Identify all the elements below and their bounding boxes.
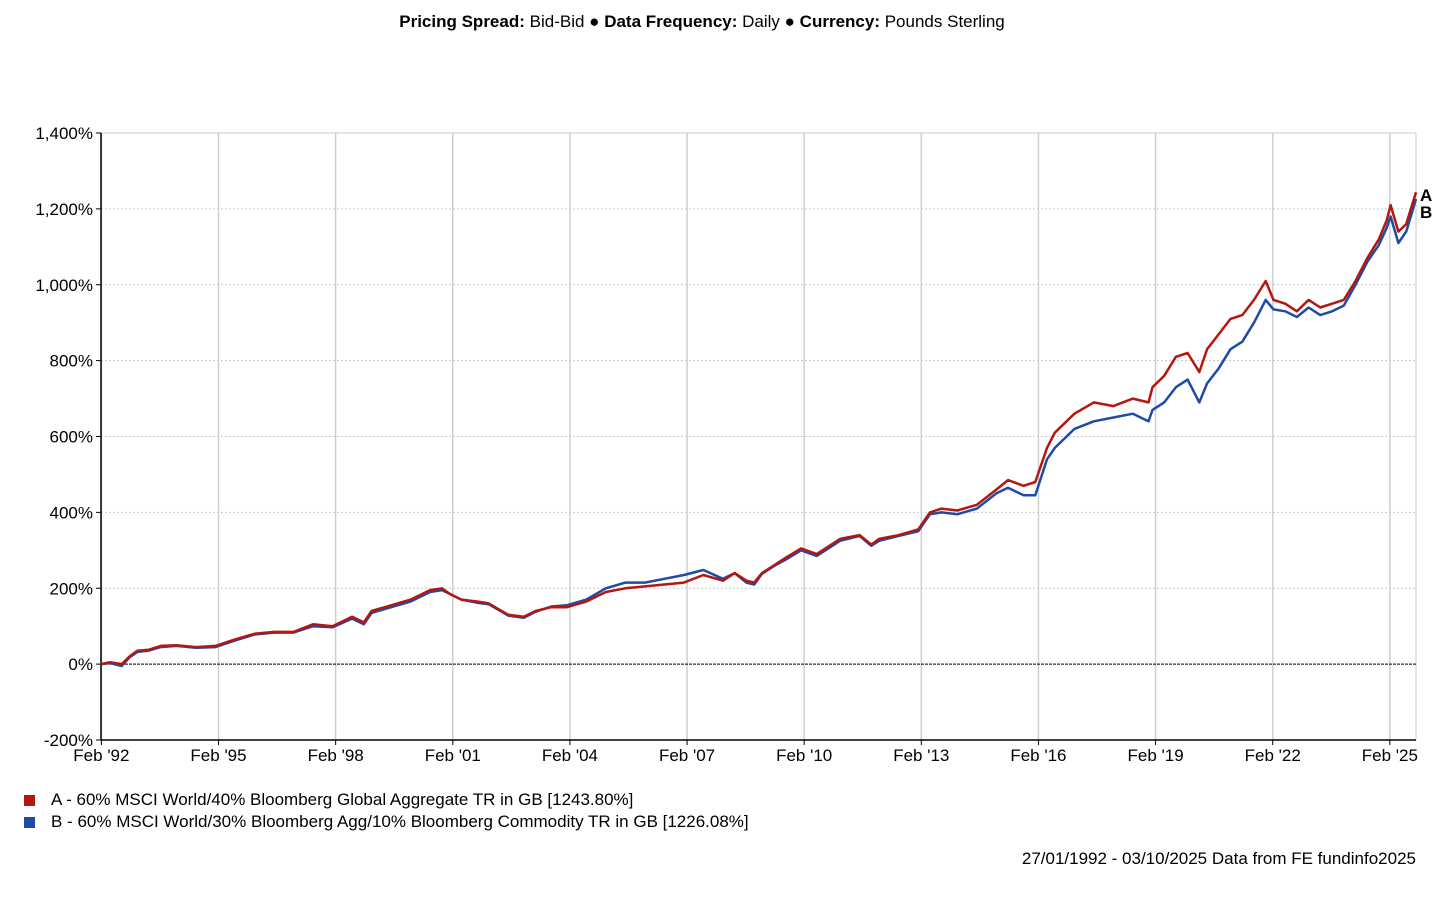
legend-label-a: A - 60% MSCI World/40% Bloomberg Global … <box>51 790 634 809</box>
x-tick-label: Feb '16 <box>1010 746 1066 765</box>
label-layer: AB <box>1420 186 1432 222</box>
y-tick-label: 400% <box>50 503 93 522</box>
line-chart: -200% 0% 200% 400% 600% 800% 1,000% 1,200% 1,400… <box>35 124 1432 765</box>
x-tick-label: Feb '13 <box>893 746 949 765</box>
spread-value: Bid-Bid <box>529 12 585 31</box>
series-end-label-b: B <box>1420 203 1432 222</box>
legend-item-a: A - 60% MSCI World/40% Bloomberg Global … <box>24 789 749 811</box>
date-range: 27/01/1992 - 03/10/2025 <box>1021 849 1208 868</box>
currency-label: Currency: <box>799 12 880 31</box>
x-tick-label: Feb '25 <box>1362 746 1418 765</box>
x-tick-label: Feb '98 <box>308 746 364 765</box>
currency-value: Pounds Sterling <box>884 12 1005 31</box>
y-tick-label: -200% <box>44 731 93 750</box>
axis-layer: -200% 0% 200% 400% 600% 800% 1,000% 1,200% 1,400… <box>35 124 1418 765</box>
x-tick-label: Feb '22 <box>1245 746 1301 765</box>
y-tick-label: 0% <box>68 655 93 674</box>
series-end-label-a: A <box>1420 186 1432 205</box>
x-tick-label: Feb '95 <box>190 746 246 765</box>
y-tick-label: 1,200% <box>35 200 93 219</box>
y-tick-label: 1,400% <box>35 124 93 143</box>
x-tick-label: Feb '19 <box>1127 746 1183 765</box>
x-tick-label: Feb '01 <box>425 746 481 765</box>
chart-header: Pricing Spread: Bid-Bid ● Data Frequency… <box>0 12 1404 32</box>
legend-swatch-a <box>24 794 35 806</box>
y-tick-label: 200% <box>50 579 93 598</box>
header-separator: ● <box>784 12 795 31</box>
series-line-a <box>100 191 1418 666</box>
y-tick-label: 800% <box>50 352 93 371</box>
legend-item-b: B - 60% MSCI World/30% Bloomberg Agg/10%… <box>24 811 749 833</box>
series-layer <box>100 191 1418 668</box>
y-tick-label: 600% <box>50 428 93 447</box>
source-footer: 27/01/1992 - 03/10/2025 Data from FE fun… <box>1022 849 1416 869</box>
legend-label-b: B - 60% MSCI World/30% Bloomberg Agg/10%… <box>51 812 749 831</box>
frequency-value: Daily <box>742 12 780 31</box>
legend-swatch-b <box>24 816 35 828</box>
y-tick-label: 1,000% <box>35 276 93 295</box>
spread-label: Pricing Spread: <box>399 12 525 31</box>
header-separator: ● <box>589 12 600 31</box>
series-line-b <box>100 198 1418 668</box>
x-tick-label: Feb '10 <box>776 746 832 765</box>
data-source: Data from FE fundinfo2025 <box>1211 849 1416 868</box>
x-tick-label: Feb '92 <box>73 746 129 765</box>
frequency-label: Data Frequency: <box>604 12 738 31</box>
x-tick-label: Feb '04 <box>542 746 598 765</box>
x-tick-label: Feb '07 <box>659 746 715 765</box>
legend: A - 60% MSCI World/40% Bloomberg Global … <box>24 789 749 833</box>
grid-layer <box>100 132 1417 740</box>
